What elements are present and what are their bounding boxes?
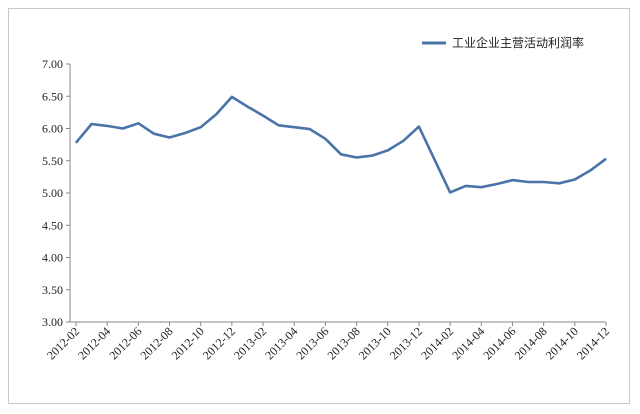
legend: 工业企业主营活动利润率 — [422, 35, 584, 50]
data-point — [527, 181, 529, 183]
y-tick-group: 7.00 6.50 6.00 5.50 5.00 4.50 4.00 3.50 3.00 — [42, 57, 70, 329]
data-point — [418, 126, 420, 128]
y-tick-label: 5.00 — [42, 186, 63, 200]
legend-label: 工业企业主营活动利润率 — [452, 35, 584, 50]
data-point — [184, 132, 186, 134]
data-point — [605, 158, 607, 160]
x-tick-label: 2012-10 — [169, 324, 207, 362]
data-point — [465, 185, 467, 187]
x-tick-label: 2013-10 — [356, 324, 394, 362]
x-tick-label: 2013-02 — [231, 324, 269, 362]
data-point — [574, 178, 576, 181]
chart-frame — [8, 8, 630, 404]
y-tick-label: 3.50 — [42, 283, 63, 297]
data-point — [122, 127, 124, 130]
y-tick-label: 4.50 — [42, 218, 63, 232]
data-point — [168, 136, 171, 139]
x-tick-label: 2013-04 — [262, 324, 300, 362]
x-tick-label: 2012-08 — [137, 324, 175, 362]
data-point — [75, 142, 77, 144]
data-point — [137, 122, 139, 124]
data-point — [480, 186, 482, 188]
y-tick-label: 4.00 — [42, 251, 63, 265]
data-point — [402, 140, 404, 142]
x-tick-label: 2014-08 — [512, 324, 550, 362]
series-line — [75, 95, 607, 194]
chart-axes — [69, 64, 606, 323]
x-tick-group: 2012-022012-042012-062012-082012-102012-… — [44, 322, 612, 362]
data-point — [91, 123, 93, 125]
data-point — [589, 169, 592, 171]
x-tick-label: 2014-04 — [449, 324, 487, 362]
y-tick-label: 7.00 — [42, 57, 63, 71]
data-point — [231, 96, 233, 98]
data-point — [262, 115, 264, 117]
y-tick-label: 5.50 — [42, 154, 63, 168]
data-point — [246, 106, 249, 108]
data-point — [309, 128, 311, 130]
x-tick-label: 2014-12 — [574, 324, 612, 362]
series-layer — [75, 95, 607, 194]
x-tick-label: 2013-06 — [293, 324, 331, 362]
x-tick-label: 2012-06 — [106, 324, 144, 362]
y-tick-label: 6.50 — [42, 89, 63, 103]
data-point — [200, 126, 202, 128]
data-point — [511, 179, 514, 181]
x-tick-label: 2012-04 — [75, 324, 113, 362]
y-tick-label: 3.00 — [42, 315, 63, 329]
x-tick-label: 2014-06 — [480, 324, 518, 362]
data-point — [106, 125, 108, 127]
y-tick-label: 6.00 — [42, 122, 63, 136]
x-tick-label: 2014-10 — [543, 324, 581, 362]
data-point — [371, 155, 373, 157]
data-point — [449, 191, 451, 193]
data-point — [293, 126, 295, 128]
data-point — [278, 124, 280, 126]
data-point — [215, 113, 217, 115]
data-point — [558, 182, 560, 184]
x-tick-label: 2014-02 — [418, 324, 456, 362]
data-point — [387, 149, 389, 151]
data-point — [356, 156, 358, 159]
x-tick-label: 2012-02 — [44, 324, 82, 362]
x-tick-label: 2012-12 — [200, 324, 238, 362]
x-tick-label: 2013-12 — [387, 324, 425, 362]
data-point — [324, 138, 326, 140]
data-point — [340, 153, 342, 155]
data-point — [153, 133, 155, 135]
data-point — [496, 183, 498, 185]
data-point — [543, 181, 545, 183]
x-tick-label: 2013-08 — [325, 324, 363, 362]
